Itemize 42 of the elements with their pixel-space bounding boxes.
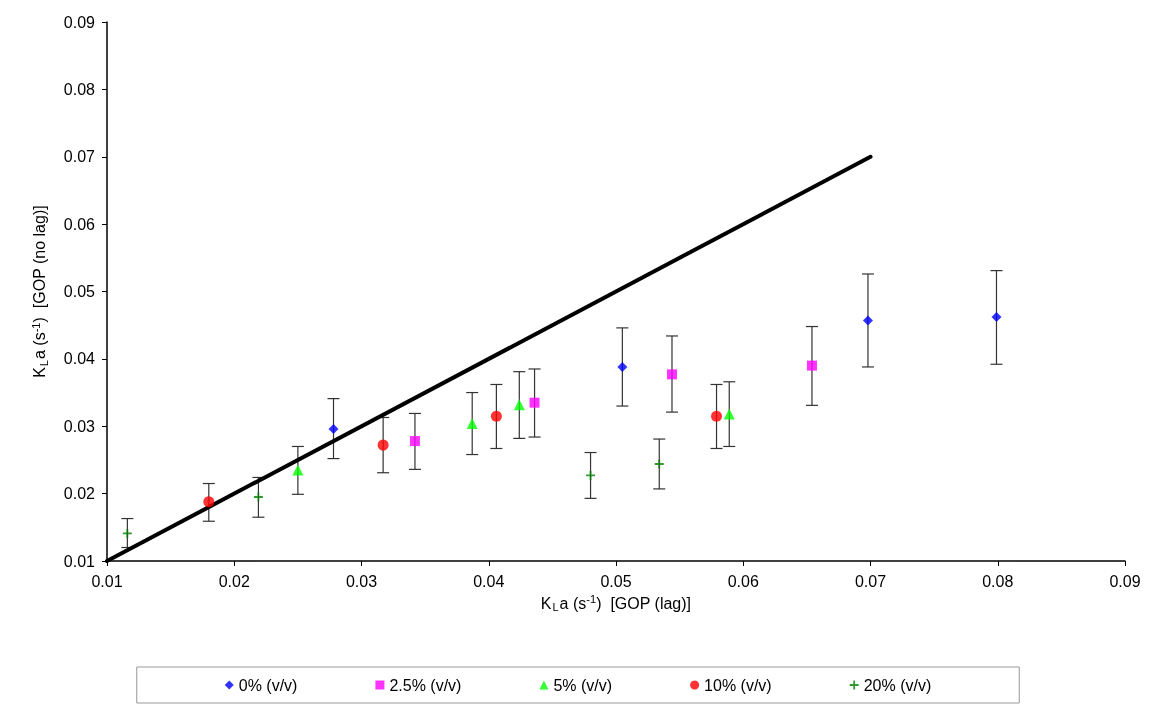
point (490, 410, 502, 422)
x-tick-label: 0.02 (218, 572, 250, 590)
point (862, 315, 873, 326)
y-tick-label: 0.03 (63, 417, 96, 435)
x-tick-label: 0.01 (91, 572, 123, 590)
y-tick-label: 0.04 (63, 350, 96, 368)
legend-label: 0% (v/v) (238, 676, 298, 694)
point (377, 439, 389, 451)
point (529, 397, 540, 408)
point (991, 312, 1002, 323)
x-tick-label: 0.06 (727, 572, 759, 590)
point (203, 496, 215, 508)
point (513, 399, 525, 411)
y-tick-label: 0.06 (63, 215, 96, 233)
x-tick-label: 0.05 (600, 572, 632, 590)
y-tick-label: 0.05 (63, 283, 96, 300)
point (666, 369, 677, 380)
legend-label: 10% (v/v) (704, 676, 772, 694)
point (654, 459, 664, 469)
point (806, 360, 817, 371)
y-tick-label: 0.01 (63, 552, 96, 570)
legend-label: 2.5% (v/v) (389, 676, 462, 694)
x-tick-label: 0.08 (982, 572, 1014, 590)
point (328, 423, 339, 434)
legend-label: 5% (v/v) (553, 676, 613, 694)
point (466, 418, 478, 430)
point (711, 410, 723, 422)
y-axis-title: KLa (s-1) [GOP (no lag)] (29, 205, 50, 378)
point (409, 436, 420, 447)
y-tick-label: 0.07 (63, 148, 96, 166)
x-tick-label: 0.07 (854, 572, 887, 590)
point (723, 408, 735, 420)
y-tick-label: 0.08 (63, 80, 96, 98)
point (292, 464, 304, 476)
legend-label: 20% (v/v) (863, 676, 932, 694)
y-tick-label: 0.09 (63, 13, 96, 31)
x-tick-label: 0.04 (473, 572, 505, 590)
y-tick-label: 0.02 (63, 485, 96, 503)
x-tick-label: 0.03 (345, 572, 378, 590)
point (122, 528, 132, 538)
point (617, 361, 628, 372)
x-tick-label: 0.09 (1109, 572, 1141, 590)
